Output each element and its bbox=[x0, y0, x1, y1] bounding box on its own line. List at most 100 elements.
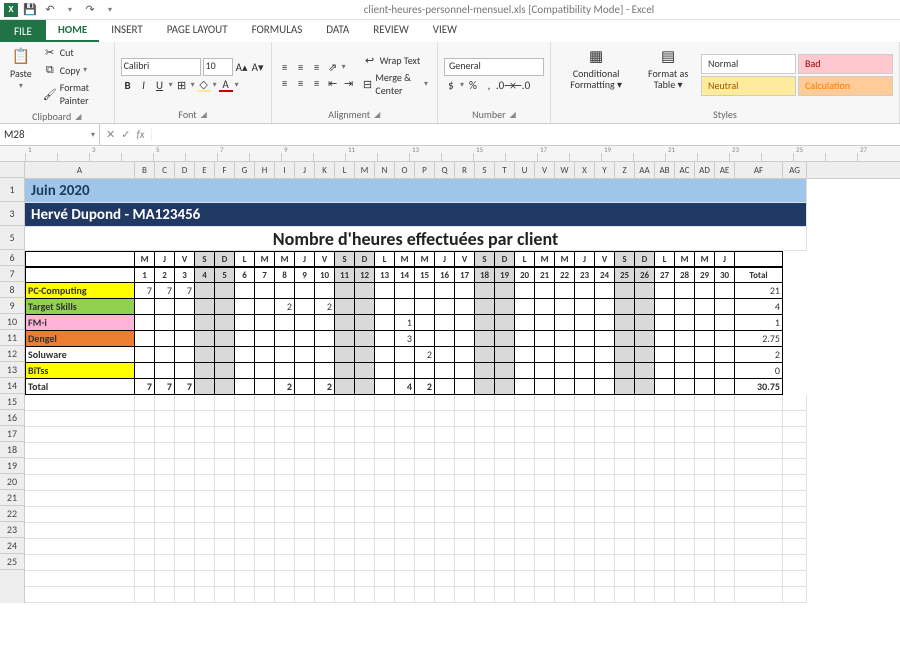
cell[interactable] bbox=[675, 347, 695, 363]
cell[interactable] bbox=[25, 443, 135, 459]
cell[interactable]: 2.75 bbox=[735, 331, 783, 347]
cell[interactable] bbox=[135, 555, 155, 571]
cell[interactable] bbox=[655, 299, 675, 315]
cell[interactable] bbox=[155, 587, 175, 603]
cell[interactable] bbox=[135, 347, 155, 363]
cell[interactable] bbox=[255, 427, 275, 443]
cell[interactable] bbox=[695, 539, 715, 555]
cell[interactable] bbox=[695, 571, 715, 587]
cell[interactable] bbox=[375, 571, 395, 587]
cell[interactable] bbox=[295, 571, 315, 587]
cell[interactable] bbox=[315, 523, 335, 539]
cell[interactable] bbox=[475, 523, 495, 539]
cell[interactable] bbox=[555, 539, 575, 555]
cell[interactable] bbox=[135, 523, 155, 539]
cell[interactable] bbox=[735, 571, 783, 587]
number-dialog-launcher-icon[interactable]: ◢ bbox=[510, 110, 516, 120]
cell[interactable] bbox=[735, 555, 783, 571]
cell[interactable] bbox=[675, 331, 695, 347]
cell[interactable] bbox=[515, 427, 535, 443]
cell[interactable] bbox=[655, 363, 675, 379]
cell[interactable]: 2 bbox=[155, 267, 175, 283]
format-painter-button[interactable]: 🖌Format Painter bbox=[40, 80, 108, 108]
cell[interactable] bbox=[535, 491, 555, 507]
cell[interactable] bbox=[715, 571, 735, 587]
cell[interactable] bbox=[25, 587, 135, 603]
cell[interactable] bbox=[455, 571, 475, 587]
cell[interactable] bbox=[25, 571, 135, 587]
cell[interactable] bbox=[555, 347, 575, 363]
cell[interactable] bbox=[235, 539, 255, 555]
cell[interactable] bbox=[395, 363, 415, 379]
cell[interactable] bbox=[275, 459, 295, 475]
row-header[interactable]: 22 bbox=[0, 506, 24, 522]
cell[interactable] bbox=[615, 395, 635, 411]
cell[interactable] bbox=[655, 555, 675, 571]
cell[interactable] bbox=[255, 283, 275, 299]
cell[interactable] bbox=[655, 491, 675, 507]
cell[interactable] bbox=[235, 523, 255, 539]
row-header[interactable]: 9 bbox=[0, 298, 24, 314]
row-header[interactable]: 24 bbox=[0, 538, 24, 554]
cell[interactable] bbox=[155, 539, 175, 555]
cell[interactable]: 16 bbox=[435, 267, 455, 283]
cell[interactable] bbox=[535, 379, 555, 395]
cell[interactable]: 2 bbox=[735, 347, 783, 363]
cell[interactable] bbox=[25, 267, 135, 283]
cell[interactable] bbox=[375, 587, 395, 603]
cell[interactable] bbox=[615, 555, 635, 571]
cell[interactable] bbox=[275, 539, 295, 555]
cell[interactable]: 2 bbox=[275, 299, 295, 315]
cell[interactable] bbox=[535, 475, 555, 491]
cell[interactable] bbox=[695, 555, 715, 571]
cell[interactable] bbox=[235, 411, 255, 427]
cell[interactable] bbox=[783, 411, 807, 427]
cell[interactable] bbox=[575, 427, 595, 443]
cell[interactable] bbox=[195, 555, 215, 571]
cell[interactable] bbox=[655, 459, 675, 475]
cell[interactable] bbox=[175, 459, 195, 475]
cell[interactable]: J bbox=[715, 251, 735, 267]
paste-button[interactable]: 📋 Paste ▾ bbox=[6, 44, 36, 108]
cell[interactable] bbox=[25, 459, 135, 475]
cell[interactable] bbox=[375, 411, 395, 427]
cell[interactable] bbox=[215, 475, 235, 491]
cell[interactable] bbox=[235, 555, 255, 571]
cell[interactable] bbox=[715, 507, 735, 523]
cell[interactable]: D bbox=[495, 251, 515, 267]
cell[interactable] bbox=[335, 347, 355, 363]
cell[interactable] bbox=[475, 315, 495, 331]
cell[interactable] bbox=[595, 539, 615, 555]
cell[interactable]: 20 bbox=[515, 267, 535, 283]
cell[interactable] bbox=[415, 587, 435, 603]
cell[interactable]: 27 bbox=[655, 267, 675, 283]
cell[interactable] bbox=[475, 283, 495, 299]
cell[interactable] bbox=[335, 459, 355, 475]
cell[interactable] bbox=[175, 475, 195, 491]
cell[interactable] bbox=[455, 507, 475, 523]
cell[interactable] bbox=[575, 443, 595, 459]
conditional-formatting-button[interactable]: ▦ Conditional Formatting ▾ bbox=[557, 44, 635, 106]
cell[interactable] bbox=[395, 571, 415, 587]
cell[interactable]: J bbox=[155, 251, 175, 267]
cell[interactable] bbox=[715, 539, 735, 555]
ribbon-tab-page-layout[interactable]: PAGE LAYOUT bbox=[155, 19, 240, 42]
cell[interactable] bbox=[375, 539, 395, 555]
cell[interactable] bbox=[215, 523, 235, 539]
cell[interactable] bbox=[635, 507, 655, 523]
column-header[interactable]: H bbox=[255, 162, 275, 178]
cell[interactable] bbox=[575, 539, 595, 555]
cell[interactable]: 25 bbox=[615, 267, 635, 283]
cell[interactable] bbox=[315, 411, 335, 427]
cell[interactable] bbox=[735, 459, 783, 475]
row-header[interactable]: 19 bbox=[0, 458, 24, 474]
cell[interactable] bbox=[595, 283, 615, 299]
cell[interactable]: Total bbox=[735, 267, 783, 283]
cell[interactable] bbox=[655, 523, 675, 539]
cell[interactable] bbox=[715, 347, 735, 363]
cell[interactable] bbox=[535, 283, 555, 299]
cell[interactable] bbox=[655, 443, 675, 459]
cell[interactable] bbox=[395, 523, 415, 539]
cell[interactable] bbox=[435, 555, 455, 571]
cell[interactable] bbox=[475, 555, 495, 571]
